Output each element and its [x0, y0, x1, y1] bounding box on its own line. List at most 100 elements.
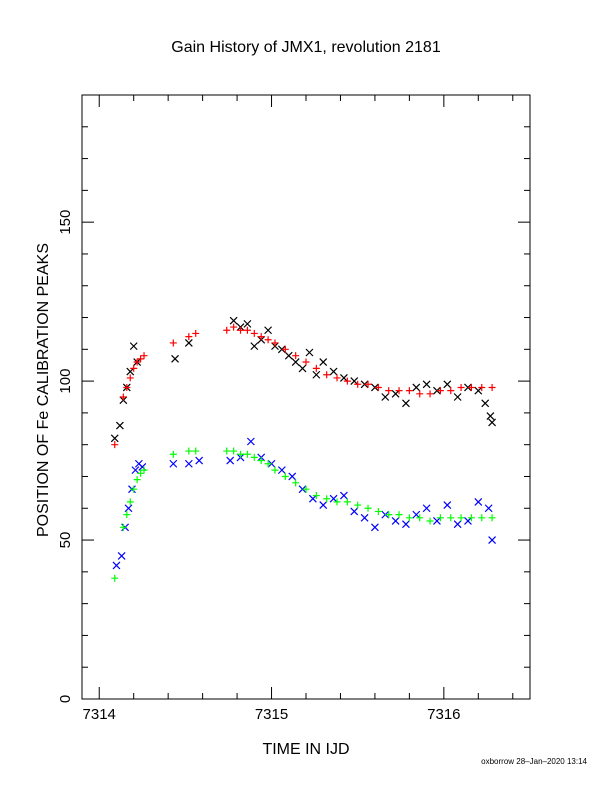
data-point [124, 504, 133, 513]
data-point [350, 507, 359, 516]
data-point [184, 339, 193, 347]
data-point [436, 387, 444, 395]
data-point [391, 389, 400, 398]
data-point [447, 387, 455, 395]
data-point [343, 377, 351, 385]
data-point [126, 374, 134, 382]
x-tick-label: 7314 [83, 706, 116, 723]
data-point [433, 517, 441, 525]
data-point [169, 450, 177, 458]
data-point [115, 421, 124, 430]
data-point [339, 491, 348, 500]
data-point [329, 494, 338, 503]
data-point [226, 456, 235, 465]
data-point [481, 399, 490, 408]
data-point [119, 393, 127, 401]
data-point [402, 520, 410, 529]
data-point [364, 380, 372, 388]
data-point [184, 459, 193, 468]
data-point [237, 450, 245, 458]
data-point [405, 387, 413, 395]
data-point [488, 383, 496, 391]
data-point [457, 514, 465, 522]
data-point [323, 371, 331, 379]
data-point [243, 319, 252, 328]
data-point [137, 469, 145, 477]
data-point [292, 352, 300, 360]
data-point [284, 351, 293, 360]
data-point [126, 367, 135, 376]
series-2 [112, 437, 497, 570]
data-point [111, 574, 119, 582]
data-point [319, 358, 328, 366]
data-point [381, 393, 390, 401]
data-point [339, 374, 348, 382]
data-point [395, 511, 403, 519]
data-point [281, 345, 289, 353]
data-point [138, 463, 147, 471]
data-point [137, 355, 145, 363]
data-point [133, 476, 141, 484]
data-point [422, 380, 431, 389]
data-point [312, 492, 320, 500]
data-point [319, 501, 328, 510]
data-point [447, 514, 455, 522]
data-point [333, 374, 341, 382]
data-point [478, 383, 486, 391]
data-point [110, 434, 119, 443]
data-point [117, 552, 126, 560]
data-point [385, 511, 393, 519]
data-point [484, 504, 493, 513]
x-axis-label: TIME IN IJD [262, 741, 349, 758]
data-point [230, 323, 238, 331]
data-point [350, 377, 359, 386]
data-point [112, 561, 121, 570]
x-tick-label: 7316 [427, 706, 460, 723]
data-point [354, 501, 362, 509]
data-point [412, 383, 421, 392]
data-point [453, 520, 462, 529]
data-point [436, 514, 444, 522]
data-point [250, 453, 258, 461]
data-point [257, 457, 265, 465]
data-point [443, 380, 452, 389]
data-point [298, 364, 307, 373]
data-point [443, 501, 452, 510]
data-point [192, 329, 200, 337]
series-0 [110, 316, 497, 443]
data-point [402, 399, 410, 408]
data-point [264, 460, 272, 468]
data-point [185, 333, 193, 341]
data-point [288, 472, 297, 481]
data-point [323, 495, 331, 503]
data-point [130, 364, 138, 372]
data-point [192, 447, 200, 455]
data-point [119, 523, 127, 531]
data-point [111, 441, 119, 449]
data-point [223, 326, 231, 334]
data-point [412, 510, 421, 519]
data-point [223, 447, 231, 455]
data-point [405, 514, 413, 522]
data-point [250, 342, 259, 351]
data-point [305, 348, 314, 357]
data-point [360, 513, 369, 522]
data-point [271, 466, 279, 474]
data-point [374, 383, 382, 391]
series-3 [111, 447, 496, 582]
data-point [131, 466, 140, 475]
data-series [110, 316, 497, 582]
data-point [385, 387, 393, 395]
data-point [264, 326, 273, 335]
data-point [370, 523, 379, 532]
y-tick-label: 150 [57, 210, 74, 235]
data-point [292, 479, 300, 487]
data-point [277, 466, 286, 475]
data-point [312, 364, 320, 372]
data-point [237, 326, 245, 334]
data-point [488, 536, 497, 544]
data-point [169, 339, 177, 347]
data-point [169, 459, 178, 468]
data-point [343, 498, 351, 506]
